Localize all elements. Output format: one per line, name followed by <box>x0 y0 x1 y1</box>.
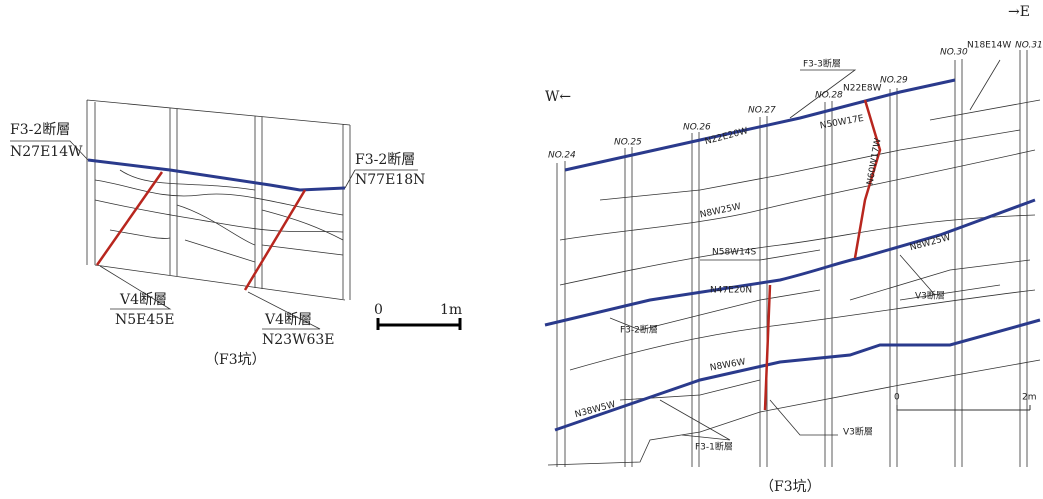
right-sketch <box>544 50 1041 467</box>
fault-attitude: N27E14W <box>10 144 83 160</box>
scale-end: 2m <box>1022 393 1037 403</box>
scale-start: 0 <box>374 302 383 318</box>
station-label: NO.31 <box>1015 41 1043 51</box>
fault-attitude: N77E18N <box>355 172 425 188</box>
station-label: NO.26 <box>683 123 711 133</box>
fault-name: V4断層 <box>264 312 312 328</box>
left-sketch <box>10 99 462 330</box>
fault-label: V3断層 <box>843 426 873 438</box>
fault-attitude: N5E45E <box>115 312 174 328</box>
fault-label: V3断層 <box>915 290 945 302</box>
fault-label: F3-1断層 <box>695 441 733 453</box>
fault-attitude: N50W17E <box>819 114 865 132</box>
fault-attitude: N23W63E <box>262 332 335 348</box>
fault-label: F3-3断層 <box>803 58 841 70</box>
west-label: W← <box>545 89 571 105</box>
station-label: NO.25 <box>614 138 642 148</box>
fault-attitude: N58W14S <box>712 248 757 258</box>
station-label: NO.29 <box>880 76 908 86</box>
station-label: NO.24 <box>548 151 576 161</box>
scale-end: 1m <box>440 302 462 318</box>
east-label: →E <box>1008 4 1030 20</box>
caption: （F3坑） <box>205 352 266 368</box>
fault-attitude: N8W25W <box>909 233 952 253</box>
fault-label: F3-2断層 <box>620 324 658 336</box>
fault-name: F3-2断層 <box>10 122 70 138</box>
station-label: NO.27 <box>748 106 776 116</box>
fault-attitude: N18E14W <box>967 41 1011 51</box>
fault-attitude: N47E20N <box>710 286 752 296</box>
station-label: NO.28 <box>815 91 843 101</box>
fault-attitude: N22E8W <box>843 84 882 94</box>
fault-name: V4断層 <box>119 292 167 308</box>
caption: （F3坑） <box>760 479 821 495</box>
scale-start: 0 <box>894 393 900 403</box>
fault-name: F3-2断層 <box>355 152 415 168</box>
station-label: NO.30 <box>940 48 968 58</box>
fault-attitude: N60W17W <box>866 137 884 186</box>
fault-attitude: N8W25W <box>699 202 742 220</box>
